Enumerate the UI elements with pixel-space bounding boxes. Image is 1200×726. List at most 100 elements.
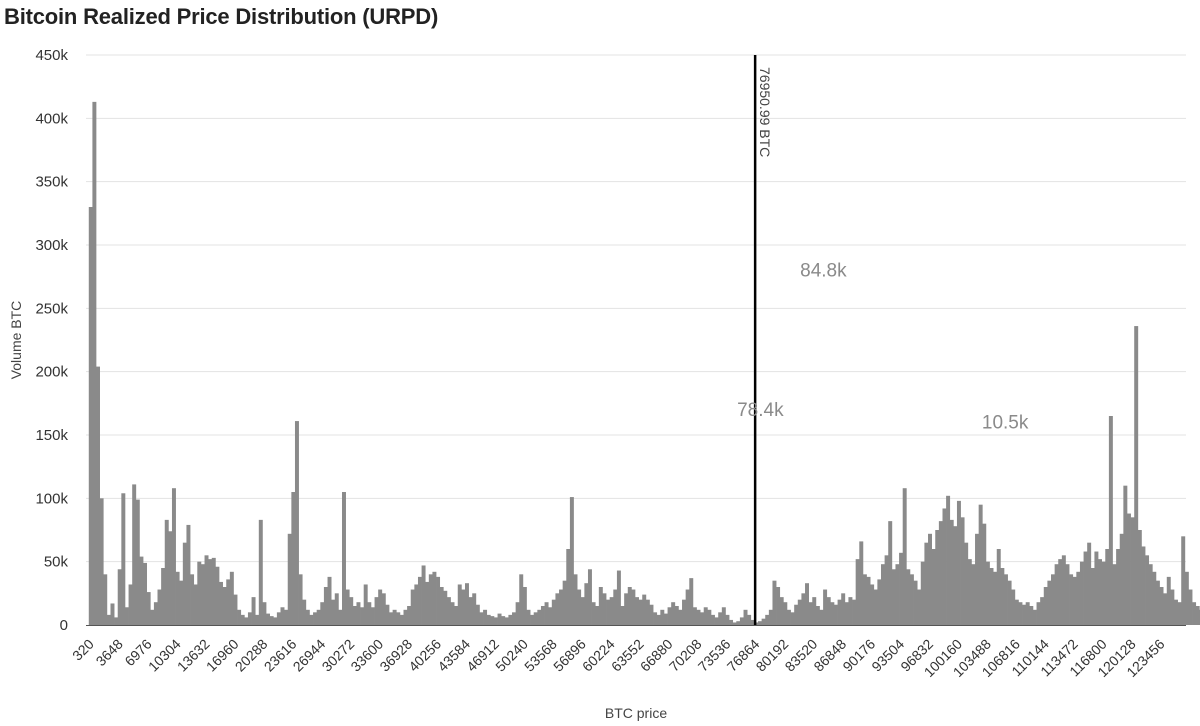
bar: [251, 597, 256, 625]
bar: [410, 589, 415, 625]
bar: [1036, 602, 1041, 625]
bar: [1054, 564, 1059, 625]
bar: [1123, 485, 1128, 625]
bar: [671, 602, 676, 625]
bar: [454, 606, 459, 625]
bar: [1014, 599, 1019, 625]
bar: [1159, 587, 1164, 625]
bar: [1061, 555, 1066, 625]
bar: [631, 589, 636, 625]
bar: [483, 609, 488, 625]
bar: [685, 589, 690, 625]
bar: [1152, 571, 1157, 625]
bar: [964, 542, 969, 625]
bar: [642, 594, 647, 625]
y-tick-label: 150k: [35, 427, 68, 444]
bar: [291, 492, 296, 625]
y-tick-label: 400k: [35, 110, 68, 127]
bar: [837, 599, 842, 625]
bar: [519, 574, 524, 625]
bar: [103, 574, 108, 625]
bar: [327, 576, 332, 625]
bar: [171, 488, 176, 625]
bar: [1137, 530, 1142, 625]
bar: [663, 613, 668, 625]
bar: [273, 617, 278, 625]
bar: [515, 602, 520, 625]
bar: [841, 593, 846, 625]
bar: [1032, 609, 1037, 625]
bar: [830, 602, 835, 625]
bar: [1170, 589, 1175, 625]
x-tick-label: 3648: [92, 636, 125, 669]
bar: [569, 497, 574, 625]
bar: [1007, 580, 1012, 625]
bar: [700, 612, 705, 625]
bar: [801, 593, 806, 625]
bar: [1195, 606, 1200, 625]
bar: [1087, 542, 1092, 625]
bar: [949, 519, 954, 625]
bar: [508, 614, 513, 625]
bar: [978, 504, 983, 625]
bar: [175, 571, 180, 625]
bar: [920, 561, 925, 625]
bar: [244, 617, 249, 625]
bar: [150, 609, 155, 625]
bar: [544, 602, 549, 625]
bar: [1018, 602, 1023, 625]
bar: [1076, 571, 1081, 625]
bar: [613, 589, 618, 625]
bar: [888, 521, 893, 625]
bar: [931, 549, 936, 625]
y-axis-label: Volume BTC: [8, 301, 24, 380]
bar: [280, 607, 285, 625]
bar: [396, 612, 401, 625]
bar: [1148, 564, 1153, 625]
bar: [421, 565, 426, 625]
bar: [606, 599, 611, 625]
bar: [1025, 602, 1030, 625]
bar: [797, 599, 802, 625]
bar: [844, 602, 849, 625]
bar: [566, 549, 571, 625]
bar: [331, 599, 336, 625]
y-axis-ticks: 0 50k 100k 150k 200k 250k 300k 350k 400k 450k: [35, 47, 68, 634]
y-tick-label: 200k: [35, 364, 68, 381]
bar: [848, 597, 853, 625]
bar: [501, 616, 506, 625]
bar: [707, 609, 712, 625]
bar: [287, 533, 292, 625]
bar: [906, 569, 911, 625]
bar: [721, 607, 726, 625]
bar: [620, 606, 625, 625]
bar: [616, 570, 621, 625]
bar: [967, 559, 972, 625]
x-axis-label: BTC price: [605, 705, 667, 721]
bar: [993, 571, 998, 625]
bar: [1101, 561, 1106, 625]
bar: [783, 602, 788, 625]
bar: [1130, 517, 1135, 625]
bar: [345, 589, 350, 625]
bar: [262, 602, 267, 625]
bar: [342, 492, 346, 625]
bar: [645, 599, 650, 625]
bar: [1058, 559, 1063, 625]
bar: [758, 621, 762, 625]
bar: [385, 604, 390, 625]
bar: [1043, 587, 1048, 625]
bar: [975, 533, 980, 625]
bar: [135, 499, 140, 625]
bar: [573, 574, 578, 625]
gridlines: [86, 54, 1186, 563]
bar: [436, 576, 441, 625]
y-tick-label: 300k: [35, 237, 68, 254]
bar: [512, 612, 516, 625]
bar: [1116, 549, 1121, 625]
bar: [577, 589, 582, 625]
bar: [457, 584, 462, 625]
bar: [222, 587, 227, 625]
y-tick-label: 250k: [35, 300, 68, 317]
bar: [1105, 549, 1110, 625]
